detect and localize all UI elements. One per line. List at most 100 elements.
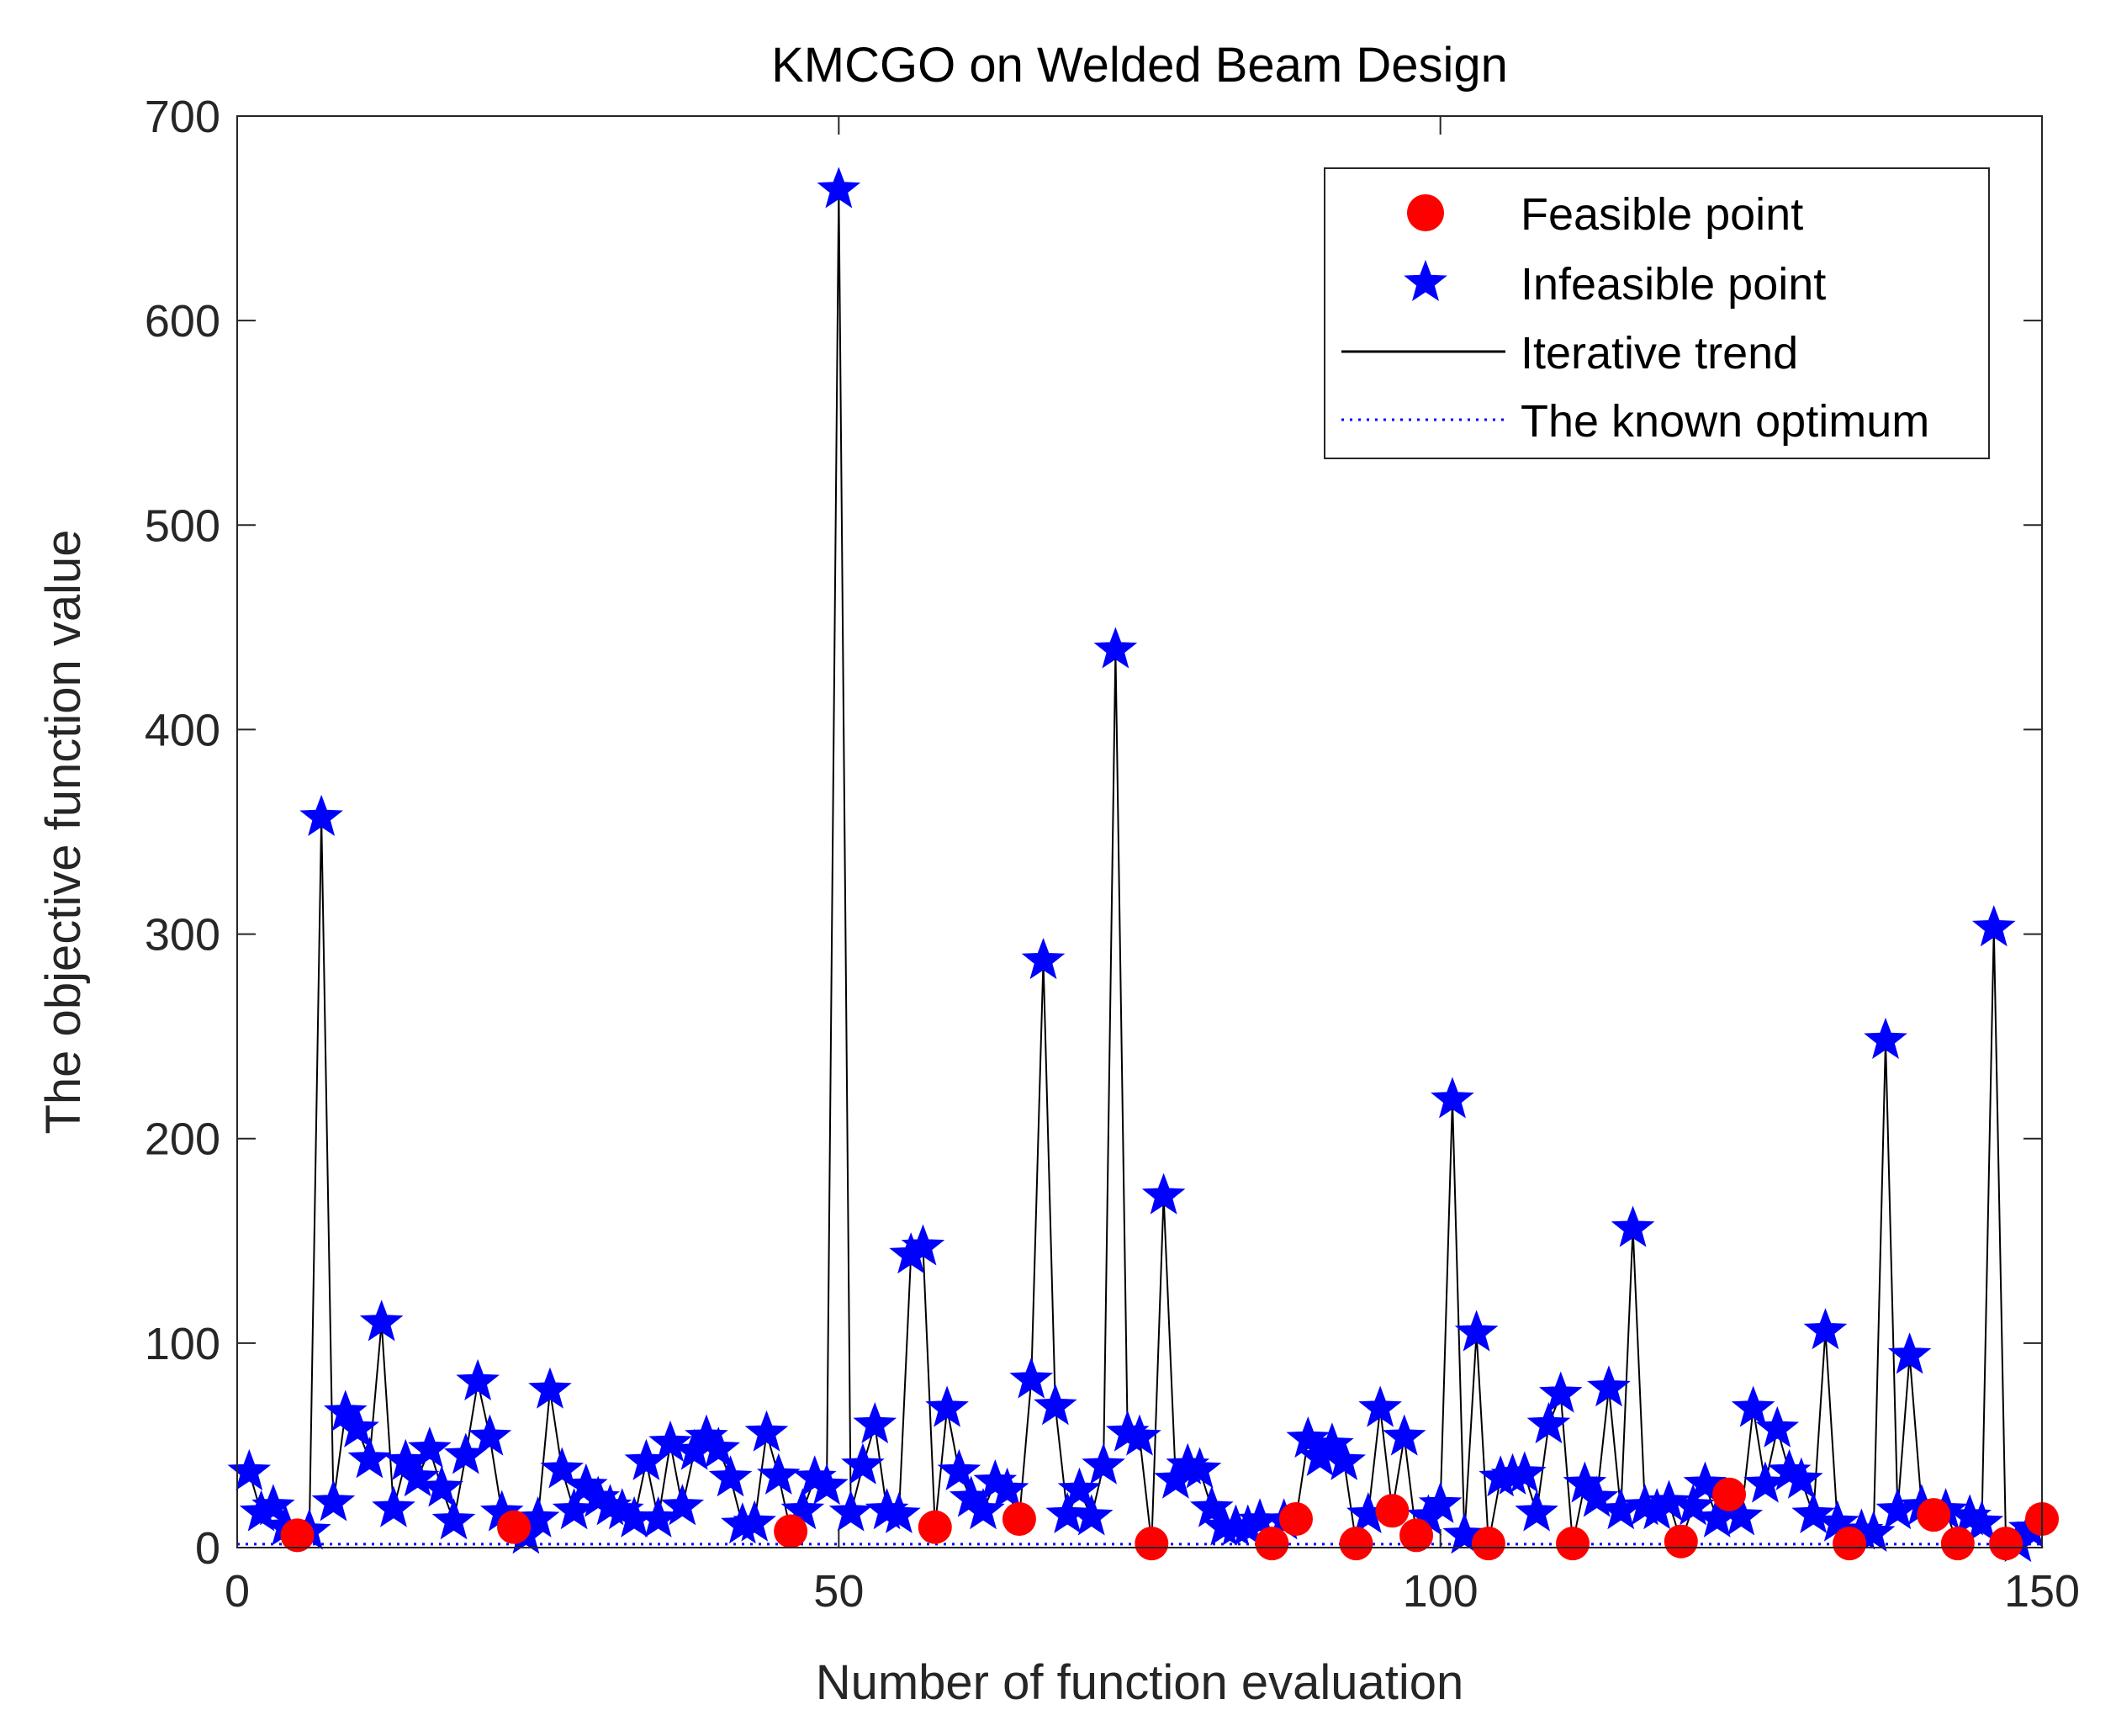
infeasible-point <box>1009 1357 1054 1399</box>
y-axis-label: The objective function value <box>36 530 91 1135</box>
infeasible-point <box>468 1414 512 1456</box>
feasible-point <box>1664 1524 1698 1559</box>
infeasible-point <box>1971 905 2016 947</box>
infeasible-point <box>828 1490 873 1532</box>
feasible-point <box>280 1518 315 1553</box>
feasible-point <box>1399 1518 1434 1553</box>
y-tick-label: 100 <box>145 1319 220 1369</box>
infeasible-point <box>973 1459 1018 1501</box>
x-tick-label: 100 <box>1403 1566 1479 1617</box>
infeasible-point <box>805 1463 849 1506</box>
feasible-point <box>1375 1494 1410 1528</box>
infeasible-point <box>336 1405 379 1448</box>
infeasible-point <box>648 1420 692 1462</box>
infeasible-point <box>841 1442 885 1485</box>
feasible-point <box>1135 1527 1169 1561</box>
infeasible-point <box>516 1495 560 1538</box>
infeasible-point <box>1190 1485 1234 1527</box>
infeasible-point <box>792 1455 837 1497</box>
infeasible-point <box>733 1500 776 1542</box>
infeasible-point <box>1057 1467 1102 1509</box>
y-tick-label: 500 <box>145 500 220 551</box>
infeasible-point <box>1683 1461 1727 1503</box>
x-tick-label: 150 <box>2004 1566 2080 1617</box>
infeasible-point <box>359 1299 404 1342</box>
infeasible-point <box>853 1401 897 1444</box>
infeasible-point <box>347 1437 392 1479</box>
infeasible-point <box>1731 1385 1775 1427</box>
infeasible-point <box>323 1389 368 1432</box>
y-tick-label: 0 <box>195 1523 220 1574</box>
feasible-point <box>774 1514 808 1548</box>
infeasible-point <box>576 1475 621 1517</box>
x-tick-label: 50 <box>813 1566 864 1617</box>
feasible-point <box>497 1510 532 1544</box>
infeasible-point <box>1574 1475 1619 1517</box>
infeasible-point <box>227 1448 272 1490</box>
infeasible-point <box>1418 1481 1463 1523</box>
infeasible-point <box>937 1448 981 1490</box>
legend-optimum-label: The known optimum <box>1521 396 1929 447</box>
feasible-point <box>1833 1527 1867 1561</box>
infeasible-point <box>1647 1479 1691 1522</box>
infeasible-point <box>877 1491 921 1534</box>
infeasible-point <box>1791 1491 1835 1534</box>
y-tick-label: 200 <box>145 1114 220 1165</box>
y-tick-label: 600 <box>145 296 220 347</box>
x-tick-label: 0 <box>225 1566 250 1617</box>
infeasible-point <box>756 1453 801 1495</box>
infeasible-point <box>1286 1416 1330 1458</box>
infeasible-point <box>1141 1172 1186 1215</box>
feasible-point <box>1002 1501 1036 1536</box>
infeasible-point <box>1526 1401 1571 1444</box>
infeasible-point <box>696 1426 741 1469</box>
x-axis-label: Number of function evaluation <box>816 1655 1464 1710</box>
infeasible-point <box>431 1498 476 1540</box>
feasible-point <box>1339 1527 1373 1561</box>
infeasible-point <box>1431 1077 1474 1119</box>
infeasible-point <box>1454 1310 1499 1352</box>
infeasible-point <box>1960 1500 2004 1542</box>
infeasible-point <box>1045 1491 1089 1534</box>
feasible-point <box>1255 1527 1289 1561</box>
legend-trend-label: Iterative trend <box>1521 328 1798 378</box>
infeasible-point <box>1442 1512 1487 1554</box>
feasible-point <box>1278 1501 1313 1536</box>
axes-box <box>236 115 2043 1548</box>
infeasible-point <box>1515 1490 1558 1532</box>
infeasible-point <box>744 1410 789 1452</box>
feasible-point <box>1940 1527 1975 1561</box>
infeasible-point <box>1177 1447 1222 1489</box>
feasible-point <box>1989 1527 2023 1561</box>
infeasible-point <box>1310 1422 1354 1464</box>
feasible-point <box>918 1510 952 1544</box>
infeasible-point <box>708 1455 753 1497</box>
infeasible-point <box>1767 1448 1812 1490</box>
infeasible-point <box>901 1224 945 1266</box>
legend-infeasible-marker <box>1404 259 1447 301</box>
infeasible-point <box>1887 1332 1932 1374</box>
infeasible-point <box>1671 1484 1715 1526</box>
infeasible-point <box>1587 1365 1631 1407</box>
y-tick-label: 700 <box>145 92 220 142</box>
infeasible-point <box>1538 1371 1583 1413</box>
infeasible-point <box>251 1484 295 1526</box>
infeasible-point <box>1851 1510 1896 1552</box>
infeasible-point <box>1082 1442 1125 1485</box>
infeasible-point <box>1358 1385 1402 1427</box>
infeasible-point <box>456 1358 500 1401</box>
infeasible-point <box>600 1488 644 1530</box>
infeasible-point <box>395 1455 440 1497</box>
tick-layer: 0 50 100 150 0 100 200 300 400 500 600 700 <box>145 92 2080 1617</box>
legend-feasible-label: Feasible point <box>1521 189 1803 240</box>
infeasible-point <box>311 1479 356 1522</box>
infeasible-point <box>372 1485 415 1527</box>
infeasible-point <box>1069 1494 1114 1536</box>
feasible-point <box>1471 1527 1505 1561</box>
feasible-point <box>1917 1498 1951 1532</box>
infeasible-point <box>1803 1308 1848 1350</box>
infeasible-point <box>1611 1205 1655 1247</box>
infeasible-point <box>985 1467 1029 1509</box>
feasible-point <box>1556 1527 1590 1561</box>
